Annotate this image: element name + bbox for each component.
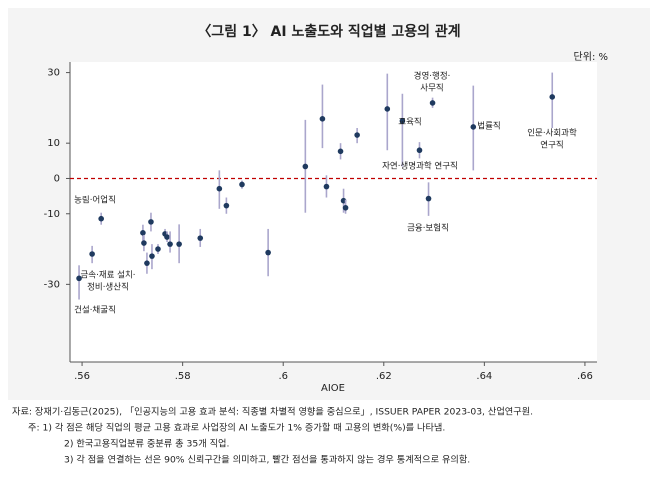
annotation: 교육직	[398, 117, 421, 128]
data-point	[148, 219, 154, 225]
annotation: 법률직	[477, 121, 500, 132]
data-point	[76, 275, 82, 282]
y-tick-label: 30	[47, 68, 60, 79]
chart-title: 〈그림 1〉 AI 노출도와 직업별 고용의 관계	[197, 23, 460, 40]
data-point	[265, 249, 271, 256]
annotation: 농림·어업직	[74, 195, 116, 206]
data-point	[141, 240, 147, 246]
data-point	[354, 132, 360, 138]
note: 2) 한국고용직업분류 중분류 총 35개 직업.	[64, 438, 229, 450]
data-point	[197, 235, 204, 241]
x-tick-label: .56	[74, 371, 90, 382]
note: 자료: 장재기·김동근(2025), 「인공지능의 고용 효과 분석: 직종별 …	[12, 406, 533, 418]
note: 3) 각 점을 연결하는 선은 90% 신뢰구간을 의미하고, 빨간 점선을 통…	[64, 454, 470, 466]
annotation: 연구직	[540, 140, 563, 151]
x-tick-label: .66	[577, 371, 593, 382]
data-point	[384, 106, 391, 112]
x-tick-label: .62	[376, 371, 392, 382]
y-tick-label: 10	[47, 138, 60, 149]
annotation: 경영·행정·	[414, 71, 451, 82]
data-point	[176, 241, 182, 247]
data-point	[98, 215, 104, 222]
data-point	[155, 246, 161, 252]
y-tick-label: 0	[54, 173, 60, 184]
data-point	[342, 204, 349, 211]
x-axis-label: AIOE	[321, 383, 345, 394]
annotation: 인문·사회과학	[527, 128, 577, 139]
data-point	[144, 260, 150, 266]
data-point	[549, 94, 556, 100]
unit-label: 단위: %	[574, 50, 608, 63]
data-point	[302, 163, 309, 170]
plot-area	[70, 62, 597, 362]
annotation: 금속·재료 설치·	[80, 270, 135, 281]
data-point	[216, 185, 223, 192]
data-point	[89, 251, 95, 257]
data-point	[223, 202, 230, 209]
x-tick-label: .64	[476, 371, 492, 382]
annotation: 건설·채굴직	[74, 305, 116, 316]
data-point	[399, 118, 406, 124]
data-point	[416, 147, 423, 154]
note: 주: 1) 각 점은 해당 직업의 평균 고용 효과로 사업장의 AI 노출도가…	[28, 422, 445, 434]
data-point	[470, 124, 477, 130]
data-point	[239, 181, 245, 188]
y-tick-label: -10	[44, 209, 60, 220]
data-point	[164, 234, 170, 240]
annotation: 금융·보험직	[407, 223, 449, 234]
data-point	[140, 230, 146, 236]
data-point	[167, 241, 173, 247]
y-tick-label: -30	[44, 279, 60, 290]
data-point	[323, 183, 330, 190]
x-tick-label: .6	[278, 371, 288, 382]
annotation: 정비·생산직	[87, 282, 129, 293]
data-point	[149, 253, 155, 259]
x-tick-label: .58	[175, 371, 191, 382]
data-point	[429, 100, 436, 106]
data-point	[425, 195, 432, 202]
annotation: 사무직	[420, 83, 443, 94]
data-point	[337, 148, 344, 155]
annotation: 자연·생명과학 연구직	[382, 161, 458, 172]
data-point	[319, 116, 326, 122]
